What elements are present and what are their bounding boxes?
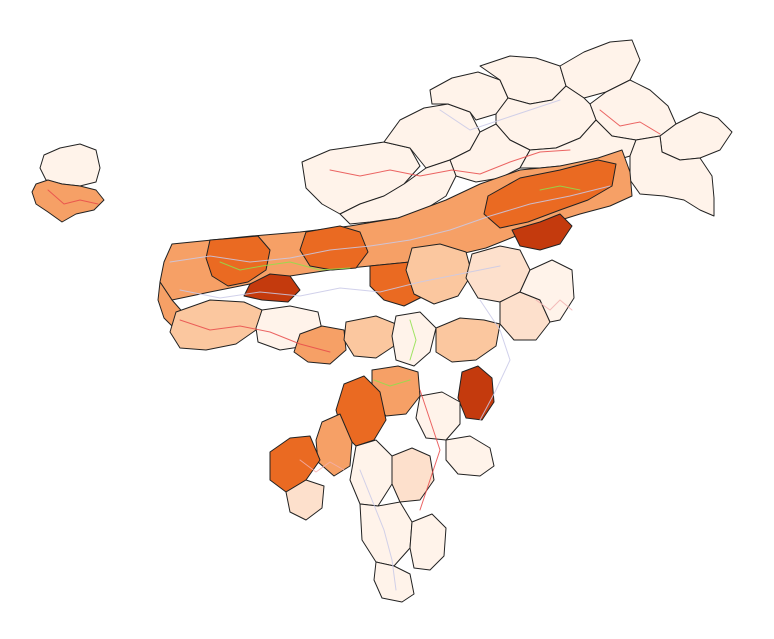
district-s3[interactable] [315,413,353,477]
district-c3[interactable] [293,325,347,365]
district-west-enclave-south[interactable] [31,179,105,223]
northern-hills [301,39,733,225]
district-c9[interactable] [519,259,575,323]
road-highlight-1 [219,261,351,271]
district-c6[interactable] [405,243,473,305]
district-v3[interactable] [299,225,369,271]
district-c4[interactable] [343,315,397,359]
road-network [47,99,661,591]
road-state-4 [359,469,397,591]
southern-tongue [269,365,495,603]
district-s12[interactable] [445,435,495,477]
road-state-1 [169,185,611,263]
district-s10[interactable] [359,501,413,567]
road-national-4 [419,389,441,511]
district-c10[interactable] [435,317,501,363]
road-minor-2 [535,299,573,311]
district-s5[interactable] [285,479,325,521]
road-state-3 [439,99,561,131]
west-enclave [31,143,105,223]
district-west-enclave-north[interactable] [39,143,101,187]
district-v2[interactable] [205,235,271,287]
road-minor-1 [299,459,345,473]
district-s13[interactable] [409,513,447,571]
district-s8[interactable] [349,439,393,507]
district-n12[interactable] [629,135,715,217]
district-v7[interactable] [511,213,573,251]
road-highlight-2 [409,319,417,361]
district-s9[interactable] [391,447,435,503]
road-national-3 [179,319,331,353]
road-highlight-4 [539,185,581,191]
road-state-5 [479,299,511,421]
central-hills [169,243,575,367]
district-s6[interactable] [457,365,495,421]
road-state-2 [179,265,501,299]
district-c5[interactable] [391,311,437,367]
road-highlight-3 [373,379,411,387]
district-s7[interactable] [415,391,461,441]
road-national-1 [47,189,99,205]
road-national-5 [599,109,661,135]
district-c1[interactable] [169,299,263,351]
road-national-2 [329,149,571,177]
district-v6[interactable] [483,159,617,229]
district-s11[interactable] [373,561,415,603]
